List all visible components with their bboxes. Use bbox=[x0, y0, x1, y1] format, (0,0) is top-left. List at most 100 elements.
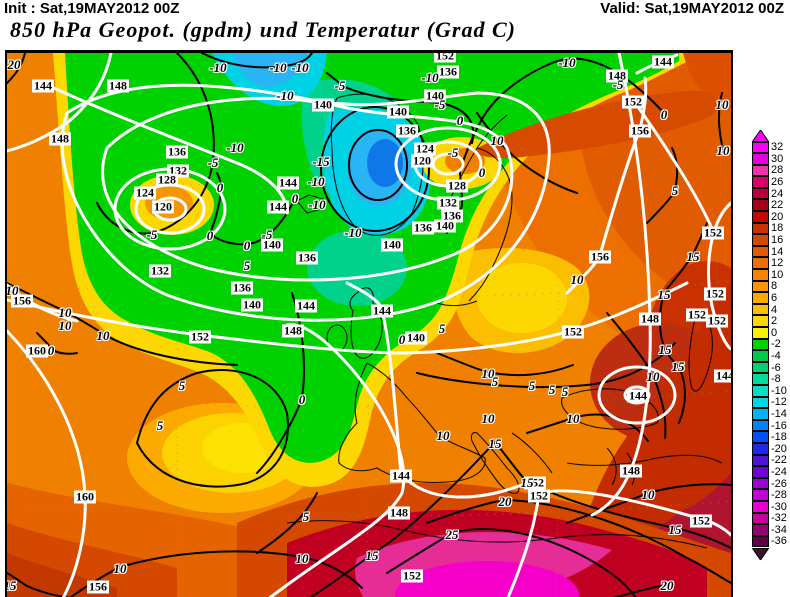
colorbar-swatch bbox=[752, 187, 769, 200]
geopotential-label: 140 bbox=[387, 104, 409, 119]
geopotential-label: 128 bbox=[446, 178, 468, 193]
geopotential-label: 152 bbox=[189, 329, 211, 344]
geopotential-label: 144 bbox=[714, 369, 731, 383]
colorbar-swatch bbox=[752, 524, 769, 536]
geopotential-label: 152 bbox=[690, 513, 712, 528]
geopotential-label: 156 bbox=[589, 249, 611, 264]
geopotential-label: 156 bbox=[11, 293, 33, 308]
geopotential-label: 160 bbox=[26, 343, 48, 358]
temperature-label: 0 bbox=[291, 191, 299, 206]
colorbar-swatch bbox=[752, 350, 769, 362]
colorbar-value: -4 bbox=[771, 349, 781, 362]
temperature-label: -5 bbox=[447, 145, 459, 160]
colorbar-row: 4 bbox=[752, 303, 790, 316]
colorbar-value: -6 bbox=[771, 361, 781, 374]
colorbar-row: -2 bbox=[752, 338, 790, 351]
temperature-label: 10 bbox=[481, 411, 495, 426]
temperature-label: 0 bbox=[243, 238, 251, 253]
geopotential-label: 124 bbox=[134, 185, 156, 200]
geopotential-contours bbox=[7, 53, 731, 597]
geopotential-label: 152 bbox=[528, 488, 550, 503]
geopotential-label: 144 bbox=[390, 468, 412, 483]
temperature-label: 15 bbox=[668, 522, 682, 537]
geopotential-label: 152 bbox=[686, 307, 708, 322]
colorbar-row: -12 bbox=[752, 396, 790, 409]
colorbar-swatch bbox=[752, 199, 769, 212]
geopotential-label: 120 bbox=[411, 153, 433, 168]
temperature-label: 0 bbox=[216, 180, 224, 195]
colorbar-row: 28 bbox=[752, 164, 790, 177]
colorbar-swatch bbox=[752, 408, 769, 420]
colorbar-value: -2 bbox=[771, 338, 781, 351]
colorbar-value: 0 bbox=[771, 326, 778, 339]
colorbar-value: -20 bbox=[771, 442, 787, 455]
temperature-label: 20 bbox=[660, 578, 674, 593]
temperature-label: 10 bbox=[490, 133, 504, 148]
colorbar-swatch bbox=[752, 164, 769, 177]
colorbar-value: -30 bbox=[771, 500, 787, 513]
geopotential-label: 140 bbox=[424, 88, 446, 103]
colorbar-value: -24 bbox=[771, 465, 787, 478]
colorbar-swatch bbox=[752, 222, 769, 235]
geopotential-label: 136 bbox=[296, 250, 318, 265]
geopotential-label: 120 bbox=[152, 199, 174, 214]
colorbar-row: 0 bbox=[752, 326, 790, 340]
temperature-label: 5 bbox=[178, 378, 186, 393]
geopotential-label: 152 bbox=[434, 50, 456, 63]
colorbar-row: 22 bbox=[752, 199, 790, 212]
geopotential-label: 136 bbox=[231, 280, 253, 295]
geopotential-label: 144 bbox=[652, 54, 674, 69]
colorbar-row: -16 bbox=[752, 419, 790, 432]
geopotential-label: 144 bbox=[295, 298, 317, 313]
temperature-label: 10 bbox=[113, 561, 127, 576]
colorbar-swatch bbox=[752, 234, 769, 246]
temperature-label: -10 bbox=[558, 55, 576, 70]
colorbar-swatch bbox=[752, 176, 769, 188]
colorbar-swatch bbox=[752, 431, 769, 443]
colorbar-row: 20 bbox=[752, 211, 790, 224]
colorbar-row: 8 bbox=[752, 280, 790, 293]
colorbar-swatch bbox=[752, 454, 769, 467]
temperature-label: 10 bbox=[436, 428, 450, 443]
colorbar-row: 32 bbox=[752, 141, 790, 154]
colorbar-value: -36 bbox=[771, 535, 787, 548]
colorbar-row: -24 bbox=[752, 465, 790, 479]
geopotential-label: 140 bbox=[241, 297, 263, 312]
temperature-label: 10 bbox=[570, 272, 584, 287]
colorbar-swatch bbox=[752, 442, 769, 455]
colorbar-value: 4 bbox=[771, 303, 778, 316]
colorbar-value: -10 bbox=[771, 384, 787, 397]
colorbar-value: -14 bbox=[771, 407, 787, 420]
geopotential-label: 132 bbox=[149, 263, 171, 278]
colorbar-row: -36 bbox=[752, 535, 790, 548]
colorbar-swatch bbox=[752, 269, 769, 281]
temperature-label: 10 bbox=[295, 551, 309, 566]
temperature-label: 10 bbox=[566, 411, 580, 426]
temperature-label: 10 bbox=[58, 305, 72, 320]
colorbar-swatch bbox=[752, 338, 769, 351]
temperature-label: -10 bbox=[307, 174, 325, 189]
geopotential-label: 148 bbox=[282, 323, 304, 338]
colorbar-swatch bbox=[752, 292, 769, 304]
colorbar-row: -14 bbox=[752, 407, 790, 421]
colorbar-row: -30 bbox=[752, 500, 790, 513]
temperature-label: 0 bbox=[298, 392, 306, 407]
geopotential-label: 152 bbox=[706, 313, 728, 328]
temperature-label: 0 bbox=[47, 343, 55, 358]
temperature-label: 10 bbox=[5, 283, 19, 298]
temperature-label: -5 bbox=[146, 227, 158, 242]
chart-title: 850 hPa Geopot. (gpdm) und Temperatur (G… bbox=[10, 17, 516, 42]
colorbar-row: 24 bbox=[752, 187, 790, 200]
colorbar-row: -8 bbox=[752, 373, 790, 386]
colorbar-arrow-down-icon bbox=[752, 547, 769, 560]
colorbar-swatch bbox=[752, 153, 769, 165]
colorbar-row: -26 bbox=[752, 477, 790, 490]
colorbar-value: 28 bbox=[771, 164, 784, 177]
temperature-label: 5 bbox=[302, 509, 310, 524]
geopotential-label: 148 bbox=[388, 505, 410, 520]
geopotential-label: 136 bbox=[166, 144, 188, 159]
geopotential-label: 144 bbox=[371, 303, 393, 318]
colorbar-swatch bbox=[752, 500, 769, 513]
colorbar-value: 16 bbox=[771, 234, 784, 247]
temperature-label: 10 bbox=[715, 97, 729, 112]
